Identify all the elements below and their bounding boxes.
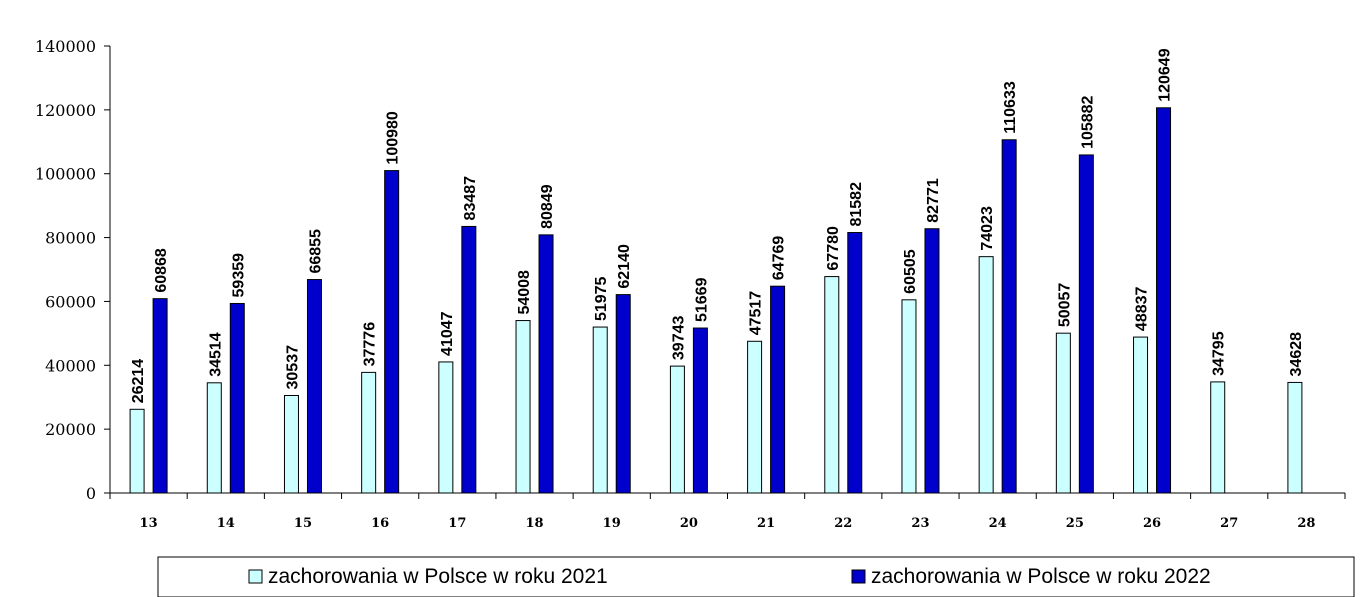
data-label: 48837 [1134,286,1151,331]
bar-2021 [361,371,377,494]
legend-swatch-2021 [248,569,263,584]
legend-label: zachorowania w Polsce w roku 2021 [268,565,608,588]
x-tick-label: 24 [989,516,1007,531]
bar-2021 [592,326,608,494]
bar-2022 [461,225,477,494]
chart-legend: zachorowania w Polsce w roku 2021 zachoro… [157,556,1355,597]
bar-2021 [1210,381,1226,494]
data-label: 47517 [748,291,765,336]
bar-2022 [306,279,322,494]
bar-2021 [1055,332,1071,494]
bar-2022 [615,294,631,494]
data-label: 37776 [362,322,379,367]
data-label: 66855 [307,229,324,274]
data-label: 83487 [462,176,479,221]
bar-2022 [1078,154,1094,494]
y-tick-label: 60000 [45,292,96,311]
x-tick-label: 20 [680,516,698,531]
data-label: 120649 [1157,48,1174,101]
y-tick-label: 140000 [35,37,96,56]
x-tick-label: 19 [603,516,621,531]
data-label: 51975 [593,276,610,321]
bar-2021 [1287,381,1303,494]
data-label: 74023 [979,206,996,251]
x-tick-label: 15 [294,516,312,531]
bar-2022 [229,302,245,494]
chart-axes: 0 20000 40000 60000 80000 100000 120000 140000 1… [35,37,1346,531]
legend-box [157,556,1355,597]
data-label: 34514 [207,332,224,377]
bar-2022 [924,228,940,494]
bar-2022 [384,170,400,494]
y-tick-label: 40000 [45,356,96,375]
data-label: 81582 [848,182,865,227]
bar-2022 [1156,107,1172,494]
data-label: 82771 [925,178,942,223]
data-label: 34628 [1288,332,1305,377]
data-label: 34795 [1211,331,1228,376]
bar-2022 [770,285,786,494]
x-tick-label: 16 [371,516,389,531]
bar-2022 [152,298,168,494]
bar-2021 [1133,336,1149,494]
legend-swatch-2022 [851,569,866,584]
bar-2021 [206,382,222,494]
bar-2022 [692,327,708,494]
bar-2021 [824,276,840,494]
y-tick-label: 0 [86,484,96,503]
bar-2021 [129,408,145,494]
data-label: 41047 [439,311,456,356]
bar-2021 [669,365,685,494]
data-label: 50057 [1056,283,1073,328]
data-label: 80849 [539,184,556,229]
bar-2021 [978,256,994,494]
x-tick-label: 27 [1220,516,1238,531]
x-tick-label: 13 [140,516,158,531]
x-tick-label: 21 [757,516,775,531]
data-labels: 26214 60868 34514 59359 30537 66855 37776 10098… [130,48,1305,403]
data-label: 100980 [385,111,402,164]
data-label: 64769 [771,236,788,281]
x-tick-label: 22 [834,516,852,531]
x-tick-label: 18 [525,516,543,531]
data-label: 105882 [1079,95,1096,148]
y-tick-label: 80000 [45,229,96,248]
bar-2021 [438,361,454,494]
data-label: 60868 [153,248,170,293]
x-tick-label: 14 [217,516,235,531]
data-label: 62140 [616,244,633,289]
chart-bars [129,107,1303,494]
x-tick-label: 26 [1143,516,1161,531]
y-tick-label: 100000 [35,165,96,184]
data-label: 51669 [693,277,710,322]
data-label: 54008 [516,270,533,315]
data-label: 59359 [230,253,247,298]
bar-2021 [515,320,531,494]
data-label: 110633 [1002,81,1019,134]
bar-2022 [1001,139,1017,494]
x-tick-label: 28 [1297,516,1315,531]
bar-2021 [901,299,917,494]
data-label: 26214 [130,359,147,404]
y-tick-label: 120000 [35,101,96,120]
bar-2021 [283,394,299,494]
bar-2022 [538,234,554,494]
x-tick-label: 25 [1066,516,1084,531]
x-tick-label: 23 [911,516,929,531]
bar-2022 [847,232,863,494]
data-label: 39743 [670,316,687,361]
data-label: 30537 [284,345,301,390]
data-label: 67780 [825,226,842,271]
data-label: 60505 [902,249,919,294]
y-tick-label: 20000 [45,420,96,439]
x-tick-label: 17 [448,516,466,531]
legend-label: zachorowania w Polsce w roku 2022 [871,565,1211,588]
bar-2021 [747,340,763,494]
